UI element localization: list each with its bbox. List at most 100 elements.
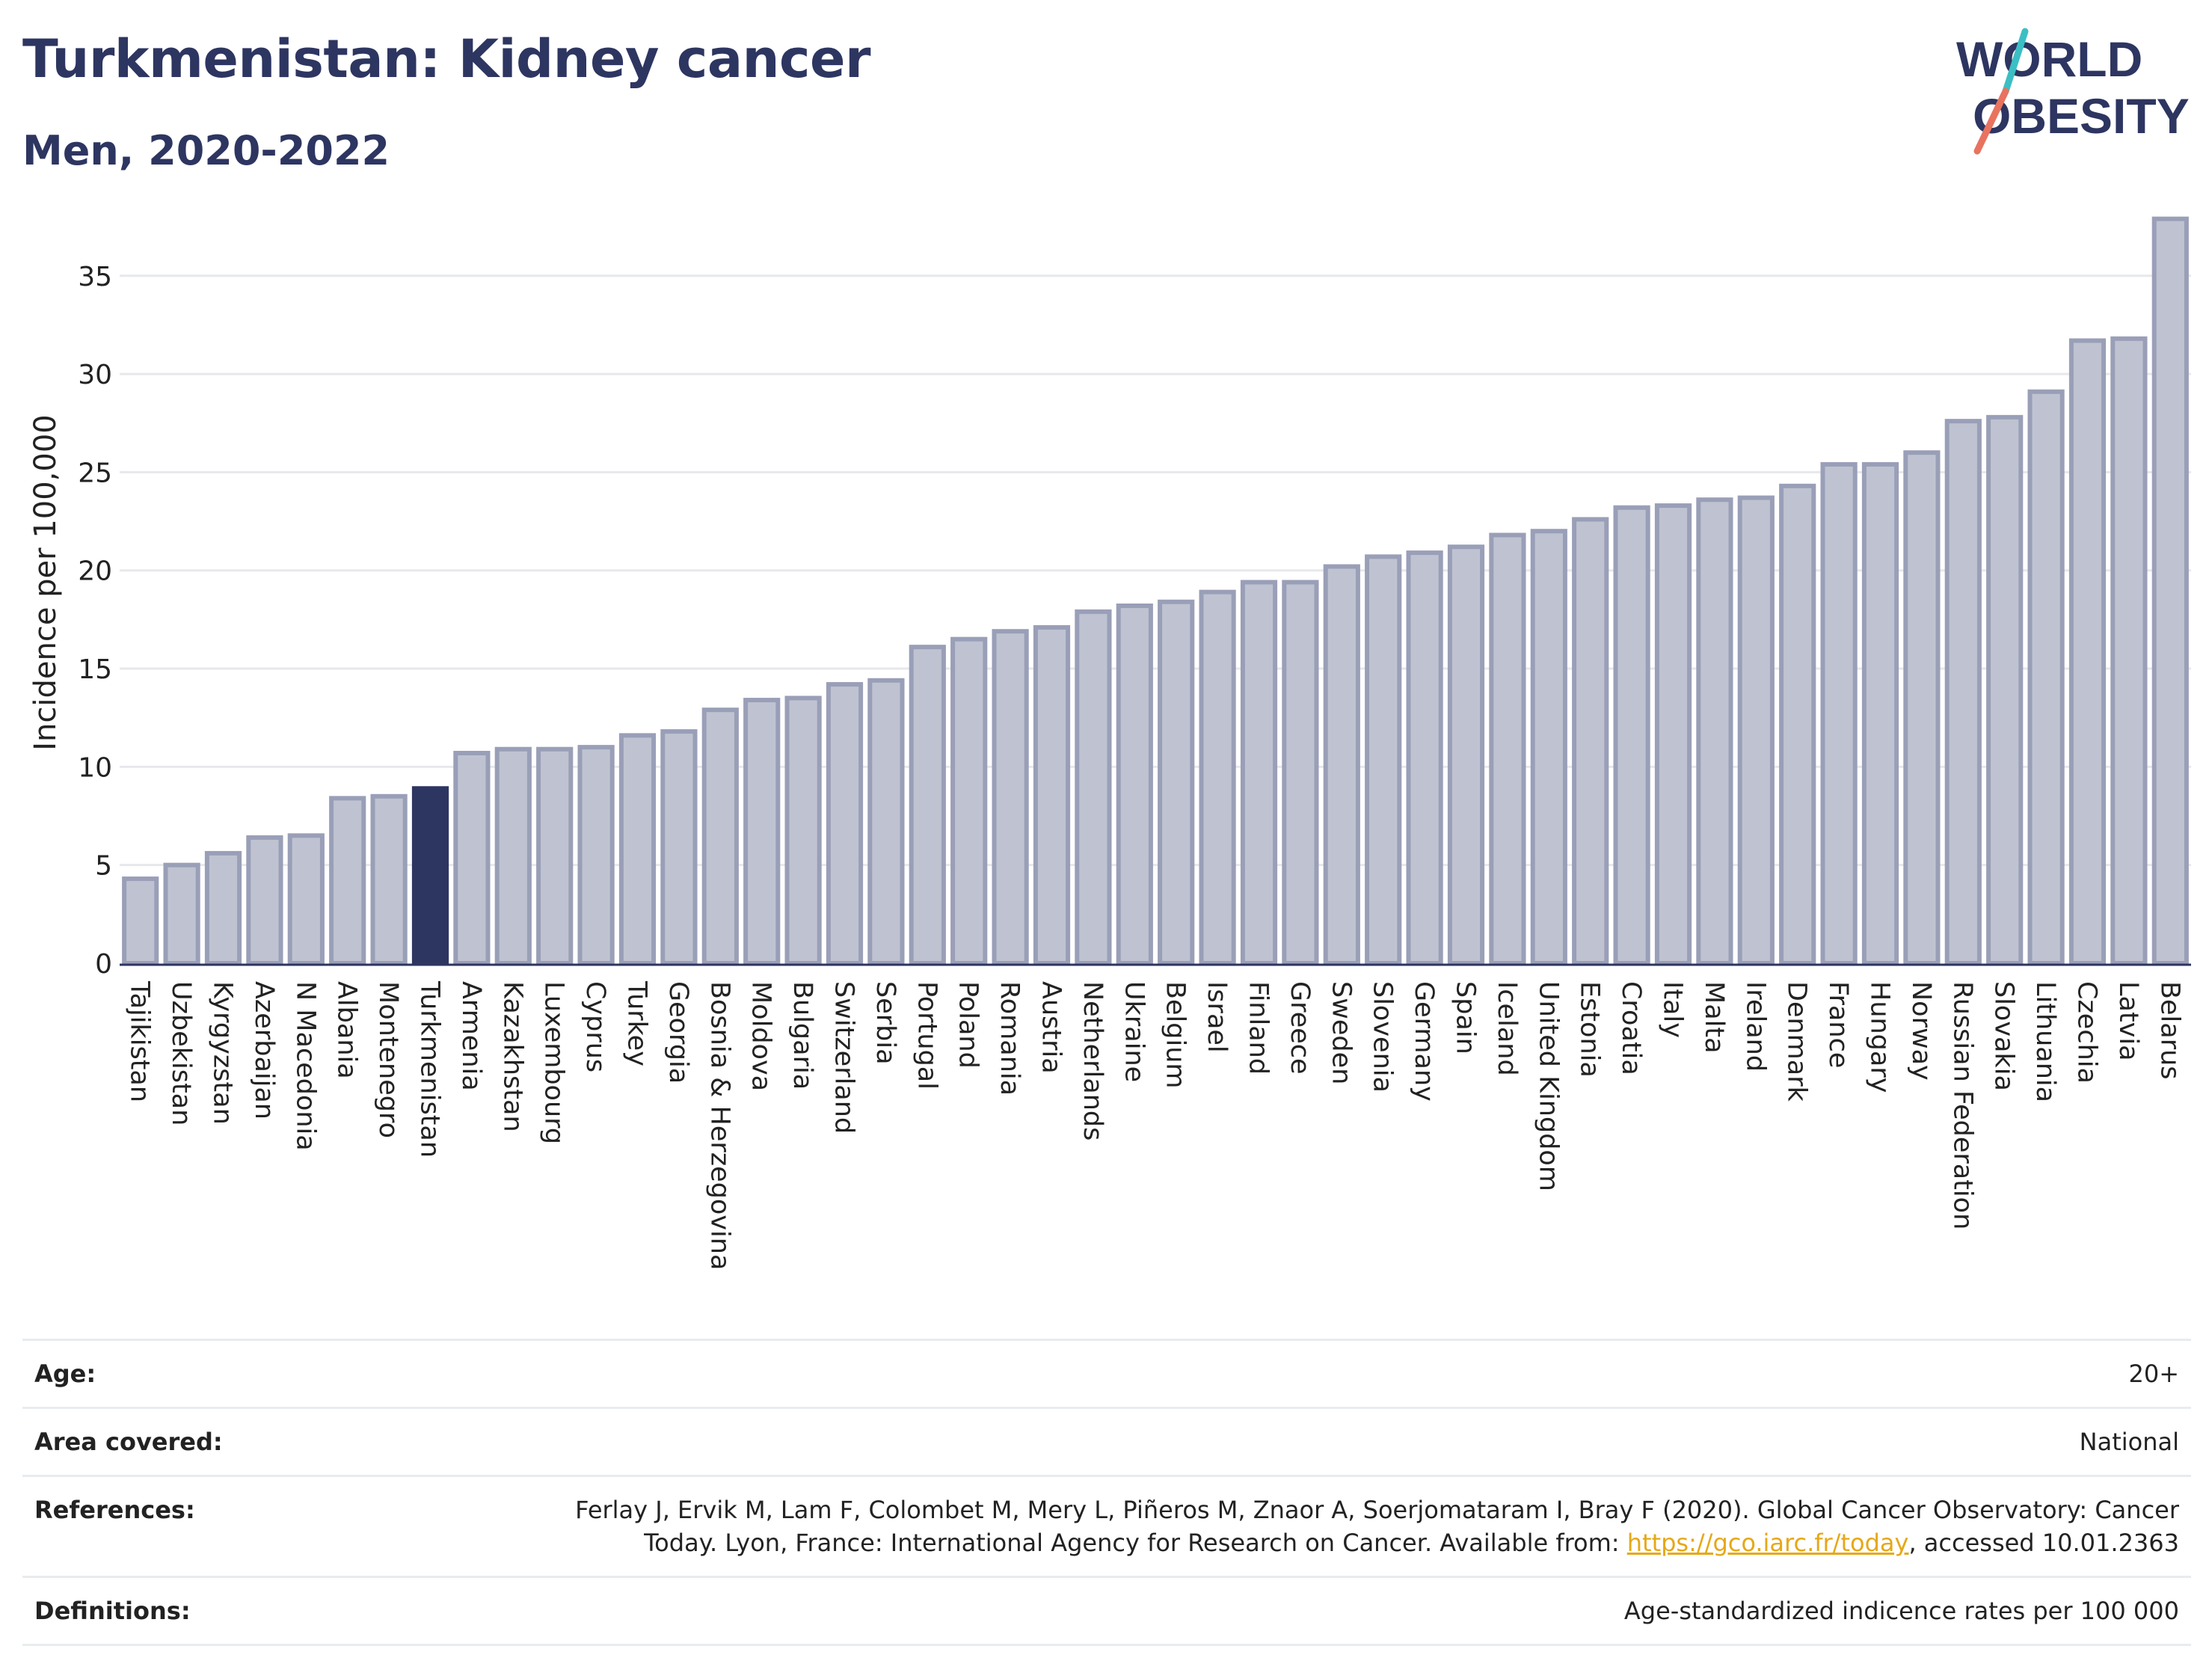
- age-label: Age:: [34, 1360, 96, 1388]
- x-tick-label: Czechia: [2072, 981, 2102, 1084]
- x-tick-label: Bulgaria: [787, 981, 817, 1090]
- x-tick-label: Bosnia & Herzegovina: [704, 981, 734, 1270]
- references-label: References:: [34, 1496, 195, 1524]
- bar-greece: [1282, 580, 1319, 965]
- bar-russian-federation: [1944, 419, 1982, 965]
- x-tick-label: Croatia: [1616, 981, 1646, 1075]
- x-tick-label: Montenegro: [373, 981, 403, 1138]
- references-link[interactable]: https://gco.iarc.fr/today: [1626, 1529, 1909, 1557]
- y-tick-label: 15: [78, 654, 112, 685]
- x-tick-label: Italy: [1658, 981, 1688, 1038]
- bar-tajikistan: [122, 876, 159, 966]
- bar-kazakhstan: [494, 746, 532, 965]
- logo-line1: WORLD: [1956, 31, 2142, 87]
- bar-sweden: [1323, 564, 1360, 965]
- bar-ireland: [1737, 495, 1775, 965]
- bar-n-macedonia: [287, 833, 325, 965]
- x-tick-label: Tajikistan: [125, 980, 155, 1102]
- logo-teal-slash: [2002, 28, 2029, 95]
- x-tick-label: Latvia: [2113, 981, 2143, 1061]
- x-tick-label: Denmark: [1782, 981, 1812, 1102]
- x-tick-label: Kazakhstan: [497, 981, 527, 1132]
- bar-israel: [1199, 589, 1236, 966]
- x-tick-label: Greece: [1285, 981, 1315, 1075]
- world-obesity-logo: WORLD OBESITY: [1956, 28, 2190, 155]
- x-tick-label: Armenia: [456, 981, 486, 1091]
- info-row-age: Age: 20+: [22, 1339, 2191, 1407]
- bar-hungary: [1861, 461, 1899, 965]
- x-tick-label: Georgia: [663, 981, 693, 1084]
- x-tick-label: Poland: [953, 981, 983, 1069]
- chart-subtitle: Men, 2020-2022: [22, 127, 390, 174]
- bar-armenia: [453, 750, 491, 965]
- bar-norway: [1903, 450, 1941, 965]
- x-tick-label: Austria: [1036, 981, 1066, 1074]
- bar-netherlands: [1075, 609, 1112, 965]
- x-tick-label: Romania: [995, 981, 1024, 1096]
- x-tick-label: Estonia: [1575, 981, 1605, 1078]
- x-tick-label: Ukraine: [1119, 981, 1149, 1082]
- bar-italy: [1654, 503, 1692, 965]
- bar-finland: [1240, 580, 1278, 965]
- logo-line2: OBESITY: [1973, 88, 2190, 144]
- bar-turkmenistan: [411, 786, 449, 966]
- x-tick-label: Turkey: [622, 980, 652, 1066]
- references-line2-post: , accessed 10.01.2363: [1908, 1529, 2179, 1557]
- x-tick-label: Ireland: [1740, 981, 1770, 1072]
- x-tick-label: Hungary: [1865, 981, 1895, 1093]
- x-tick-label: United Kingdom: [1533, 981, 1563, 1191]
- info-row-area: Area covered: National: [22, 1407, 2191, 1475]
- x-tick-label: Germany: [1409, 981, 1439, 1102]
- bar-france: [1820, 461, 1858, 965]
- x-tick-label: Luxembourg: [539, 981, 569, 1144]
- bar-luxembourg: [536, 746, 574, 965]
- y-tick-labels: 0 5 10 15 20 25 30 35: [78, 262, 112, 980]
- y-tick-label: 20: [78, 556, 112, 587]
- bar-lithuania: [2027, 389, 2065, 965]
- bar-slovenia: [1365, 554, 1402, 965]
- bar-bulgaria: [784, 696, 822, 966]
- bar-switzerland: [826, 682, 864, 965]
- x-tick-label: Albania: [332, 981, 362, 1079]
- bar-romania: [992, 629, 1029, 966]
- area-label: Area covered:: [34, 1428, 223, 1456]
- y-tick-label: 10: [78, 752, 112, 783]
- bar-estonia: [1572, 517, 1609, 965]
- bar-albania: [329, 796, 366, 966]
- chart-title: Turkmenistan: Kidney cancer: [22, 28, 870, 90]
- x-tick-label: Serbia: [870, 981, 900, 1065]
- bar-poland: [950, 636, 988, 965]
- x-tick-label: Malta: [1699, 981, 1729, 1054]
- x-tick-label: Netherlands: [1078, 981, 1107, 1140]
- bar-uzbekistan: [163, 862, 200, 965]
- x-tick-label: Belgium: [1161, 981, 1191, 1089]
- x-tick-label: Russian Federation: [1947, 981, 1977, 1229]
- x-tick-label: Lithuania: [2030, 981, 2060, 1102]
- bar-cyprus: [577, 745, 615, 966]
- x-tick-label: Belarus: [2154, 981, 2184, 1080]
- x-tick-label: Israel: [1202, 981, 1232, 1053]
- x-tick-label: Cyprus: [580, 981, 610, 1072]
- x-tick-label: Slovenia: [1368, 981, 1398, 1093]
- x-tick-label: Portugal: [912, 981, 941, 1090]
- bar-denmark: [1779, 483, 1816, 965]
- x-tick-label: France: [1823, 981, 1853, 1068]
- age-value: 20+: [2128, 1360, 2179, 1388]
- bar-georgia: [660, 729, 698, 965]
- x-tick-label: Sweden: [1326, 981, 1356, 1084]
- x-tick-label: Moldova: [746, 981, 776, 1091]
- info-row-definitions: Definitions: Age-standardized indicence …: [22, 1576, 2191, 1646]
- x-tick-label: Uzbekistan: [166, 981, 196, 1126]
- bar-austria: [1033, 624, 1071, 966]
- bar-ukraine: [1116, 604, 1153, 965]
- area-value: National: [2079, 1428, 2179, 1456]
- x-tick-label: Azerbaijan: [249, 981, 279, 1120]
- bar-belgium: [1158, 599, 1195, 965]
- x-tick-label: Spain: [1451, 981, 1481, 1054]
- bar-malta: [1696, 497, 1733, 965]
- y-tick-label: 0: [95, 949, 112, 980]
- bar-croatia: [1613, 505, 1650, 965]
- y-tick-label: 30: [78, 360, 112, 390]
- bar-kyrgyzstan: [204, 850, 242, 965]
- bar-belarus: [2151, 216, 2189, 965]
